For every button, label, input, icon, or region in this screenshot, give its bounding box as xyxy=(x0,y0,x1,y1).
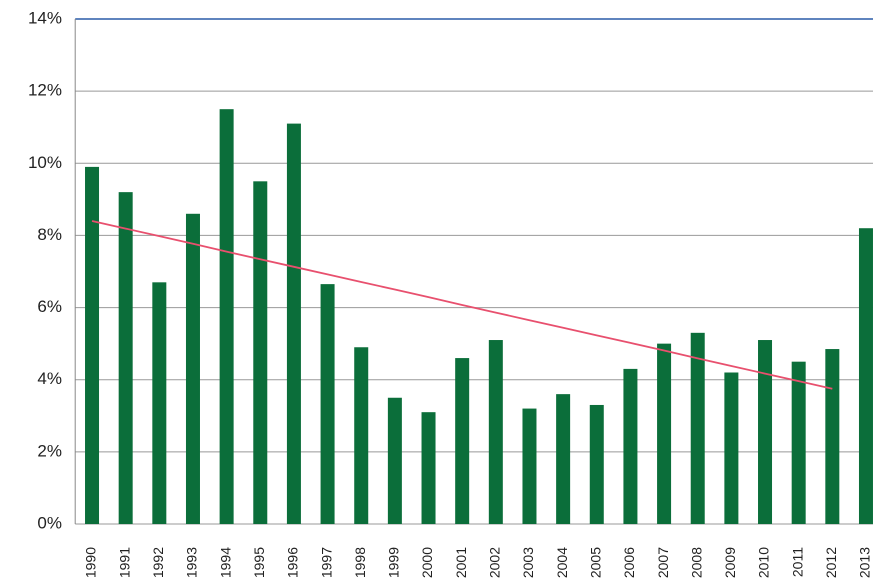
y-tick-label: 6% xyxy=(37,297,62,316)
bar xyxy=(455,358,470,524)
bar xyxy=(724,372,739,524)
x-tick-label: 2010 xyxy=(756,547,772,578)
x-tick-label: 2012 xyxy=(823,547,839,578)
x-tick-label: 2007 xyxy=(655,547,671,578)
y-tick-label: 0% xyxy=(37,513,62,532)
bar xyxy=(791,361,806,524)
bar xyxy=(185,213,200,525)
x-tick-label: 2003 xyxy=(520,547,536,578)
bar xyxy=(556,394,571,524)
bar xyxy=(858,228,873,524)
bar xyxy=(219,109,234,524)
x-tick-label: 1996 xyxy=(285,547,301,578)
x-tick-label: 1992 xyxy=(150,547,166,578)
x-tick-label: 1995 xyxy=(251,547,267,578)
x-tick-label: 1990 xyxy=(83,547,99,578)
x-tick-label: 2011 xyxy=(789,547,805,577)
x-tick-label: 2000 xyxy=(419,547,435,578)
x-tick-label: 1998 xyxy=(352,547,368,578)
y-tick-label: 14% xyxy=(28,8,62,27)
bar xyxy=(657,343,672,524)
trend-line xyxy=(91,220,833,390)
x-tick-label: 2001 xyxy=(453,547,469,578)
x-tick-label: 2006 xyxy=(621,547,637,578)
y-tick-label: 12% xyxy=(28,81,62,100)
bar xyxy=(522,408,537,524)
x-tick-label: 2008 xyxy=(688,547,704,578)
bar xyxy=(825,349,840,524)
x-tick-label: 1993 xyxy=(184,547,200,578)
bar xyxy=(758,340,773,524)
x-tick-label: 2005 xyxy=(587,547,603,578)
x-tick-label: 1994 xyxy=(217,547,233,578)
x-tick-label: 1991 xyxy=(116,547,132,578)
y-tick-label: 2% xyxy=(37,441,62,460)
x-tick-label: 2013 xyxy=(857,547,873,578)
bar xyxy=(421,412,436,524)
bar xyxy=(589,404,604,524)
bar xyxy=(253,181,268,525)
x-tick-label: 1999 xyxy=(386,547,402,578)
y-tick-label: 4% xyxy=(37,369,62,388)
y-tick-label: 10% xyxy=(28,153,62,172)
bar xyxy=(152,282,167,524)
bar xyxy=(85,166,100,524)
bar xyxy=(118,192,133,524)
y-tick-label: 8% xyxy=(37,225,62,244)
bar xyxy=(320,284,335,524)
x-tick-label: 1997 xyxy=(318,547,334,578)
bar xyxy=(387,397,402,524)
bar xyxy=(623,368,638,524)
bar xyxy=(690,332,705,524)
bar xyxy=(286,123,301,524)
bar xyxy=(354,347,369,524)
x-tick-label: 2002 xyxy=(487,547,503,578)
x-tick-label: 2004 xyxy=(554,547,570,578)
bar xyxy=(488,340,503,524)
x-tick-label: 2009 xyxy=(722,547,738,578)
